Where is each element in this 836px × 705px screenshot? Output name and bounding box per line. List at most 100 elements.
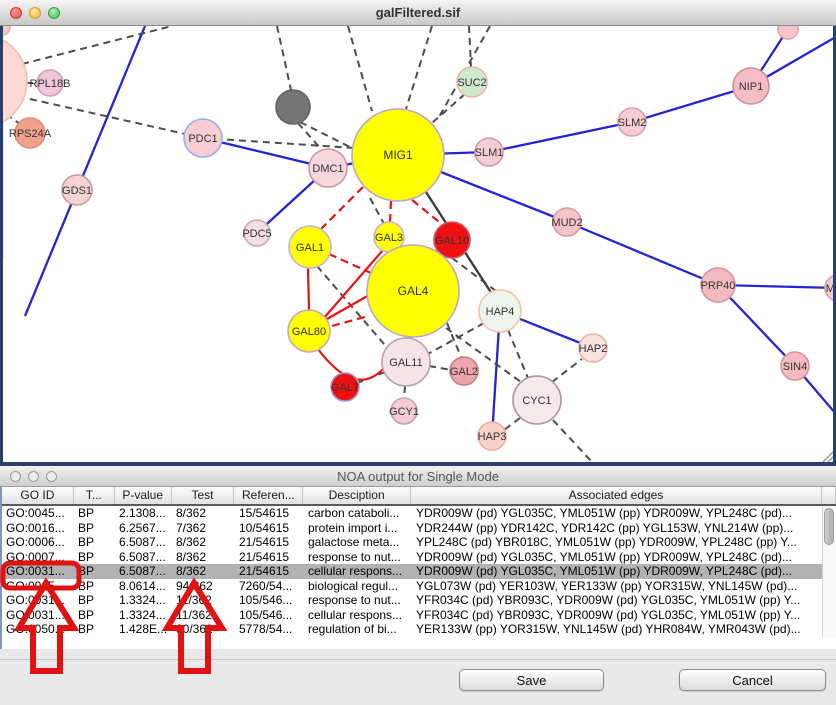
node-PDC1[interactable]: PDC1: [183, 118, 223, 158]
graph-edge: [306, 267, 311, 311]
node-RPL18B[interactable]: RPL18B: [30, 69, 71, 97]
table-cell: GO:0031...: [6, 564, 65, 579]
table-cell: 2.1308...: [119, 506, 166, 520]
node-label: PDC1: [188, 133, 217, 145]
table-row[interactable]: GO:0007... BP 6.5087... 8/362 21/54615 respon…: [2, 550, 836, 565]
table-row[interactable]: GO:0016... BP 6.2567... 7/362 10/54615 protei…: [2, 521, 836, 536]
node-label: NIP1: [739, 81, 763, 93]
node-PDC5[interactable]: PDC5: [242, 219, 272, 247]
node-label: GCY1: [389, 406, 419, 418]
node-label: PDC5: [242, 228, 271, 240]
node-HAP4[interactable]: HAP4: [478, 289, 522, 333]
table-cell: 6.2567...: [119, 520, 166, 535]
network-window: galFiltered.sif RPL18B RPS24A GDS1 PDC1 PDC5…: [0, 0, 836, 466]
table-cell: 1.3324...: [119, 607, 166, 622]
node-label: SUC2: [457, 77, 486, 89]
window-title: galFiltered.sif: [375, 5, 461, 20]
node-SLM1[interactable]: SLM1: [474, 137, 504, 167]
table-cell: 80/362: [176, 622, 213, 637]
close-button[interactable]: [10, 7, 22, 19]
zoom-button[interactable]: [46, 471, 57, 482]
node-label: SIN4: [783, 361, 807, 373]
table-cell: 8/362: [176, 564, 207, 579]
node-GAL7[interactable]: GAL7: [330, 372, 360, 402]
node-MIG1[interactable]: MIG1: [351, 108, 445, 202]
table-row[interactable]: GO:0031... BP 1.3324... 11/362 105/546... res…: [2, 593, 836, 608]
table-row[interactable]: GO:0031... BP 1.3324... 11/362 105/546... cel…: [2, 608, 836, 623]
table-row[interactable]: GO:0045... BP 2.1308... 8/362 15/54615 carbon…: [2, 506, 836, 521]
table-header-row: GO ID T... P-value Test Referen... Desciption…: [2, 487, 836, 506]
node-MSN[interactable]: MSN: [824, 275, 836, 301]
node-top-pink[interactable]: [777, 26, 799, 40]
node-big-left[interactable]: [0, 34, 28, 128]
node-GAL3[interactable]: GAL3: [373, 221, 405, 253]
node-GCY1[interactable]: GCY1: [389, 397, 419, 425]
column-header[interactable]: Associated edges: [411, 487, 822, 504]
cancel-button[interactable]: Cancel: [679, 669, 826, 691]
table-cell: BP: [78, 593, 95, 608]
node-PRP40[interactable]: PRP40: [700, 267, 736, 303]
node-GAL1[interactable]: GAL1: [288, 225, 332, 269]
table-cell: BP: [78, 564, 95, 579]
noa-titlebar[interactable]: NOA output for Single Mode: [0, 466, 836, 487]
column-header[interactable]: T...: [74, 487, 115, 504]
table-row[interactable]: GO:0031... BP 6.5087... 8/362 21/54615 cellul…: [2, 564, 836, 579]
column-header[interactable]: Test: [172, 487, 235, 504]
table-cell: BP: [78, 607, 95, 622]
vertical-scrollbar[interactable]: [822, 506, 836, 637]
noa-results-table: GO ID T... P-value Test Referen... Desciption…: [0, 487, 836, 649]
column-header[interactable]: Desciption: [303, 487, 411, 504]
table-cell: 1.428E...: [119, 622, 168, 637]
column-header[interactable]: P-value: [115, 487, 172, 504]
node-MUD2[interactable]: MUD2: [551, 207, 583, 237]
table-cell: 7260/54...: [239, 578, 293, 593]
node-label: GAL3: [375, 232, 403, 244]
minimize-button[interactable]: [28, 471, 39, 482]
node-HAP3[interactable]: HAP3: [477, 421, 507, 451]
node-DMC1[interactable]: DMC1: [308, 148, 348, 188]
node-NIP1[interactable]: NIP1: [732, 67, 770, 105]
scrollbar-thumb[interactable]: [824, 508, 834, 545]
node-label: HAP2: [579, 343, 608, 355]
table-row[interactable]: GO:0050... BP 1.428E... 80/362 5778/54... reg…: [2, 622, 836, 637]
column-header[interactable]: Referen...: [234, 487, 304, 504]
node-HAP2[interactable]: HAP2: [578, 333, 608, 363]
table-cell: YDR009W (pd) YGL035C, YML051W (pp) YDR00…: [416, 564, 792, 579]
close-button[interactable]: [10, 471, 21, 482]
node-label: RPS24A: [9, 128, 52, 140]
table-cell: BP: [78, 622, 95, 637]
node-GAL80[interactable]: GAL80: [287, 309, 331, 353]
node-GAL11[interactable]: GAL11: [381, 337, 431, 387]
network-canvas[interactable]: RPL18B RPS24A GDS1 PDC1 PDC5 DMC1 MIG1 SUC2 SLM1…: [0, 26, 836, 466]
graph-edge: [276, 26, 292, 91]
zoom-button[interactable]: [48, 7, 60, 19]
resize-grip-icon[interactable]: [821, 450, 834, 464]
column-header[interactable]: GO ID: [2, 487, 74, 504]
graph-edge: [388, 200, 393, 223]
network-titlebar[interactable]: galFiltered.sif: [0, 0, 836, 26]
table-cell: biological regul...: [308, 578, 399, 593]
table-row[interactable]: GO:0006... BP 6.5087... 8/362 21/54615 galact…: [2, 535, 836, 550]
node-SUC2[interactable]: SUC2: [456, 66, 488, 98]
graph-edge: [427, 322, 485, 355]
table-cell: 15/54615: [239, 506, 290, 520]
node-corner-pink[interactable]: [0, 26, 11, 36]
node-SLM2[interactable]: SLM2: [617, 107, 647, 137]
table-cell: BP: [78, 578, 95, 593]
node-GAL2[interactable]: GAL2: [449, 356, 479, 386]
minimize-button[interactable]: [29, 7, 41, 19]
node-CYC1[interactable]: CYC1: [512, 375, 562, 425]
node-gray-node[interactable]: [275, 89, 311, 125]
graph-edge: [717, 283, 833, 290]
node-GDS1[interactable]: GDS1: [61, 174, 93, 206]
graph-edge: [403, 385, 406, 399]
node-RPS24A[interactable]: RPS24A: [9, 117, 52, 149]
graph-edge: [320, 186, 364, 230]
node-GAL4[interactable]: GAL4: [366, 244, 460, 338]
save-button[interactable]: Save: [459, 669, 604, 691]
node-GAL10[interactable]: GAL10: [433, 221, 471, 259]
graph-edge: [331, 314, 369, 328]
table-cell: GO:0031...: [6, 607, 65, 622]
table-row[interactable]: GO:0065... BP 8.0614... 94/362 7260/54... bio…: [2, 579, 836, 594]
node-SIN4[interactable]: SIN4: [780, 351, 810, 381]
